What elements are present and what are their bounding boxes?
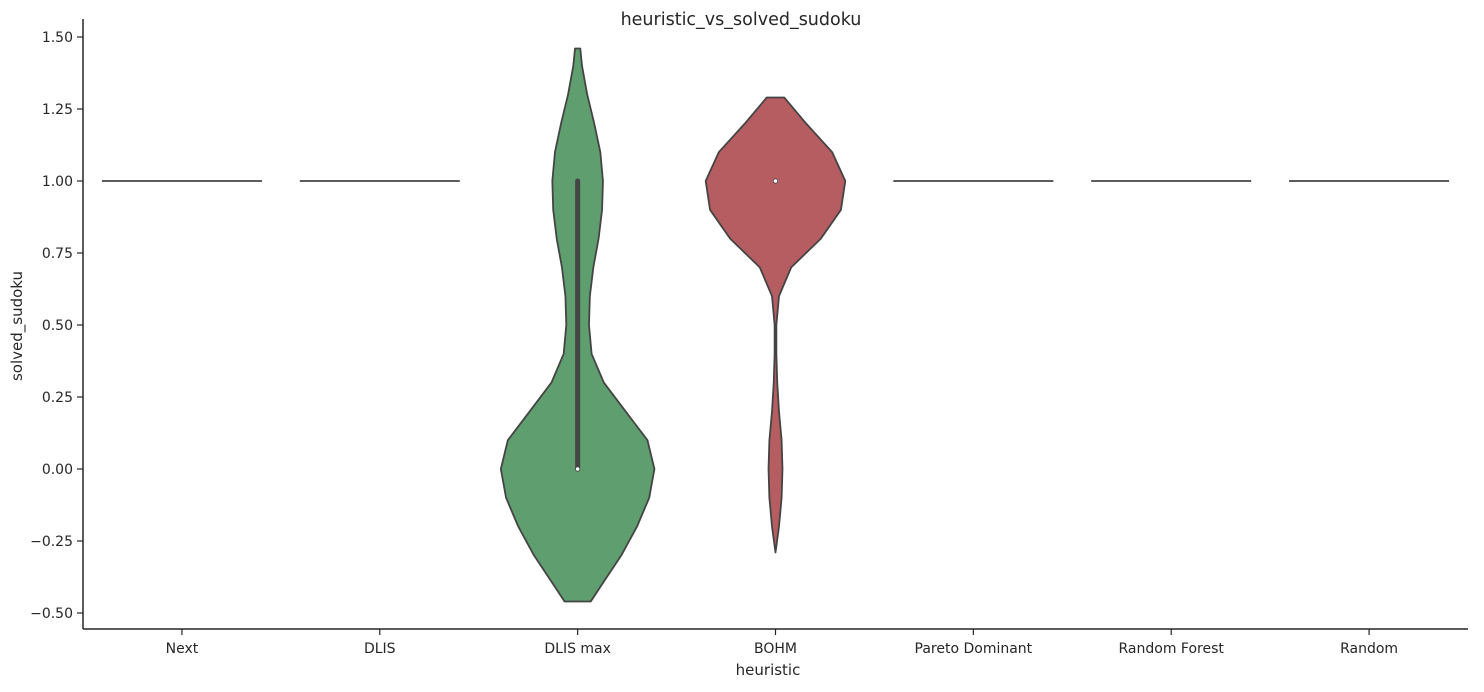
y-tick-label: 0.00 [42, 462, 73, 478]
y-tick-label: 1.50 [42, 30, 73, 46]
y-tick-label: 0.25 [42, 390, 73, 406]
y-ticks: −0.50 −0.25 0.00 0.25 0.50 0.75 1.00 1.25 1.50 [30, 30, 83, 622]
y-axis-label: solved_sudoku [8, 271, 27, 381]
y-tick-label: 0.50 [42, 318, 73, 334]
x-axis-label: heuristic [736, 661, 801, 679]
x-tick-label: Random Forest [1119, 641, 1225, 657]
x-tick-label: DLIS max [544, 641, 611, 657]
x-tick-label: Next [166, 641, 199, 657]
x-tick-label: BOHM [754, 641, 797, 657]
y-tick-label: 1.25 [42, 102, 73, 118]
x-tick-label: DLIS [364, 641, 396, 657]
y-tick-label: 0.75 [42, 246, 73, 262]
violin-median-dot [575, 466, 581, 472]
x-ticks: Next DLIS DLIS max BOHM Pareto Dominant Rando… [166, 629, 1398, 657]
plot-marks [101, 47, 1450, 603]
y-tick-label: 1.00 [42, 174, 73, 190]
chart-title: heuristic_vs_solved_sudoku [621, 10, 862, 30]
y-tick-label: −0.50 [30, 606, 73, 622]
y-tick-label: −0.25 [30, 534, 73, 550]
x-tick-label: Pareto Dominant [915, 641, 1033, 657]
violin-median-dot [772, 178, 779, 184]
violin-body [704, 96, 847, 554]
x-tick-label: Random [1340, 641, 1398, 657]
